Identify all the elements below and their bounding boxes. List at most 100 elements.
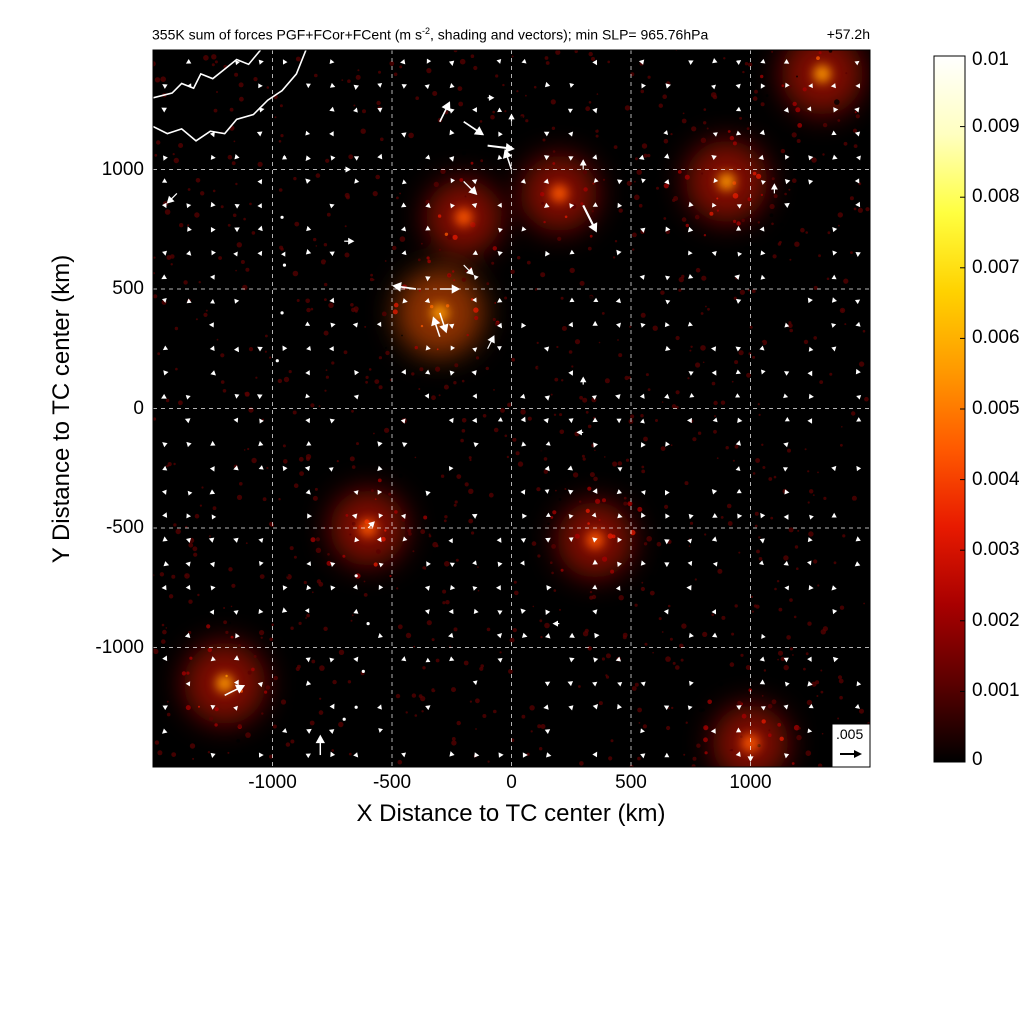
vector-arrow xyxy=(831,130,837,136)
heat-speck xyxy=(197,452,202,458)
heat-speck xyxy=(774,587,777,591)
vector-arrow xyxy=(448,60,455,66)
vector-arrow xyxy=(592,59,598,66)
heat-speck xyxy=(296,299,300,302)
heat-speck xyxy=(704,533,707,536)
heat-speck xyxy=(229,107,234,112)
vector-arrow xyxy=(328,467,334,472)
heat-speck xyxy=(175,528,181,535)
heat-speck xyxy=(158,530,164,536)
heat-speck xyxy=(220,353,225,358)
vector-arrow xyxy=(305,178,311,184)
heat-speck xyxy=(732,459,735,462)
vector-arrow xyxy=(472,107,477,113)
vector-arrow xyxy=(233,537,239,543)
heat-speck xyxy=(701,275,707,281)
vector-arrow xyxy=(449,656,455,662)
heat-speck xyxy=(538,251,541,253)
heat-speck xyxy=(438,248,441,251)
vector-arrow xyxy=(162,250,168,256)
vector-arrow xyxy=(687,226,694,233)
vector-arrow xyxy=(378,513,384,519)
vector-arrow xyxy=(448,466,454,471)
vector-arrow xyxy=(543,417,549,424)
heat-speck xyxy=(194,212,200,218)
heat-speck xyxy=(525,588,529,592)
vector-arrow xyxy=(425,705,431,711)
heat-speck xyxy=(377,684,382,688)
heat-speck xyxy=(594,449,596,452)
heat-speck xyxy=(298,621,302,626)
heat-speck xyxy=(209,652,213,656)
vector-arrow xyxy=(580,376,587,385)
vector-arrow xyxy=(784,179,791,185)
heat-speck xyxy=(652,173,657,178)
heat-speck xyxy=(372,278,375,281)
heat-speck xyxy=(798,727,801,730)
heat-speck xyxy=(376,100,381,106)
vector-arrow xyxy=(187,226,192,232)
heat-speck xyxy=(212,189,216,193)
vector-arrow xyxy=(664,539,670,545)
heat-speck xyxy=(301,438,305,442)
heat-speck xyxy=(804,175,808,179)
vector-arrow xyxy=(855,251,861,258)
heat-speck xyxy=(225,277,230,283)
heat-speck xyxy=(760,102,765,107)
heat-speck xyxy=(284,573,289,577)
heat-speck xyxy=(193,552,198,557)
heat-speck xyxy=(223,607,226,609)
vector-arrow xyxy=(353,752,359,758)
heat-speck xyxy=(838,537,844,543)
heat-speck xyxy=(696,743,701,748)
heat-speck xyxy=(556,345,559,349)
vector-arrow xyxy=(856,394,862,400)
heat-speck xyxy=(435,555,440,560)
heat-speck xyxy=(214,723,218,727)
heat-speck xyxy=(381,536,386,542)
heat-speck xyxy=(794,545,799,549)
vector-arrow xyxy=(474,752,480,758)
heat-speck xyxy=(504,110,507,113)
heat-speck xyxy=(218,398,221,401)
vector-arrow xyxy=(711,536,718,542)
heat-speck xyxy=(695,362,701,368)
heat-speck xyxy=(389,574,392,578)
heat-speck xyxy=(663,138,669,144)
heat-speck xyxy=(342,613,346,616)
heat-speck xyxy=(607,60,610,64)
heat-speck xyxy=(167,462,172,467)
vector-arrow xyxy=(665,275,671,281)
heat-speck xyxy=(199,504,202,507)
heat-speck xyxy=(684,481,689,486)
island xyxy=(354,574,358,578)
vector-arrow xyxy=(591,395,597,400)
heat-speck xyxy=(607,533,613,539)
vector-arrow xyxy=(329,131,334,137)
vector-arrow xyxy=(305,321,311,326)
heat-speck xyxy=(265,334,268,338)
heat-speck xyxy=(329,102,333,107)
heat-speck xyxy=(237,723,242,728)
vector-arrow xyxy=(502,149,513,170)
heat-speck xyxy=(464,482,469,487)
vector-arrow xyxy=(593,297,599,303)
heat-speck xyxy=(681,623,687,629)
heat-speck xyxy=(368,368,372,371)
heat-speck xyxy=(272,291,277,296)
heat-speck xyxy=(596,93,599,95)
heat-speck xyxy=(511,55,514,58)
heat-speck xyxy=(661,317,667,322)
colorbar-tick-label: 0.004 xyxy=(972,468,1020,490)
colorbar-tick-label: 0.001 xyxy=(972,680,1020,702)
heat-speck xyxy=(447,273,452,278)
heat-speck xyxy=(757,533,761,536)
heat-speck xyxy=(541,201,545,205)
heat-speck xyxy=(796,734,802,741)
heat-speck xyxy=(495,321,500,327)
vector-arrow xyxy=(545,609,551,615)
vector-arrow xyxy=(210,440,216,446)
heat-speck xyxy=(254,396,258,400)
heat-speck xyxy=(309,720,315,726)
heat-speck xyxy=(656,186,659,190)
